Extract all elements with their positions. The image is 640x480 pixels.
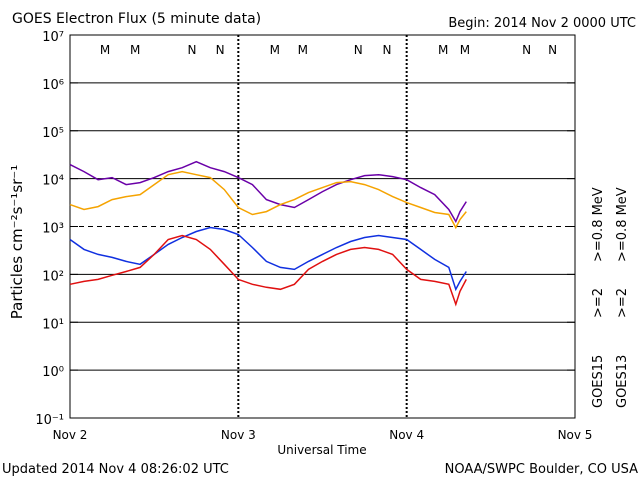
y-tick-label: 10⁻¹ [35, 413, 64, 428]
orbit-marker: M [298, 43, 308, 57]
footer-right: NOAA/SWPC Boulder, CO USA [445, 462, 638, 477]
plot-frame [69, 34, 576, 419]
orbit-marker: N [188, 43, 197, 57]
y-tick-label: 10⁶ [42, 78, 64, 93]
orbit-marker: N [522, 43, 531, 57]
y-tick-label: 10³ [42, 222, 64, 237]
orbit-marker: M [270, 43, 280, 57]
orbit-marker: M [130, 43, 140, 57]
chart-title: GOES Electron Flux (5 minute data) [12, 11, 261, 27]
y-tick-label: 10² [42, 269, 64, 284]
legend-entry: >=2 [615, 288, 630, 318]
legend-entry: >=0.8 MeV [615, 187, 630, 262]
data-line [69, 170, 467, 230]
x-tick-label: Nov 5 [558, 428, 593, 442]
legend-entry: >=2 [591, 288, 606, 318]
orbit-marker: N [383, 43, 392, 57]
y-tick-label: 10⁰ [42, 365, 64, 380]
orbit-marker: N [216, 43, 225, 57]
x-tick-label: Nov 4 [389, 428, 424, 442]
legend-satellite: GOES13 [615, 355, 630, 408]
x-tick-label: Nov 2 [53, 428, 88, 442]
orbit-marker: M [438, 43, 448, 57]
data-line [69, 234, 467, 307]
footer-left: Updated 2014 Nov 4 08:26:02 UTC [2, 462, 229, 477]
chart-subtitle: Begin: 2014 Nov 2 0000 UTC [448, 16, 636, 31]
legend-entry: >=0.8 MeV [591, 187, 606, 262]
orbit-marker: N [354, 43, 363, 57]
orbit-marker: M [460, 43, 470, 57]
y-tick-label: 10⁷ [42, 30, 64, 45]
y-tick-label: 10⁴ [42, 174, 64, 189]
legend-satellite: GOES15 [591, 355, 606, 408]
y-tick-label: 10¹ [42, 317, 64, 332]
x-tick-label: Nov 3 [221, 428, 256, 442]
orbit-marker: M [100, 43, 110, 57]
orbit-marker: N [548, 43, 557, 57]
y-axis-label: Particles cm⁻²s⁻¹sr⁻¹ [8, 165, 26, 319]
data-line [69, 226, 467, 292]
y-tick-label: 10⁵ [42, 126, 64, 141]
x-axis-label: Universal Time [277, 443, 366, 457]
